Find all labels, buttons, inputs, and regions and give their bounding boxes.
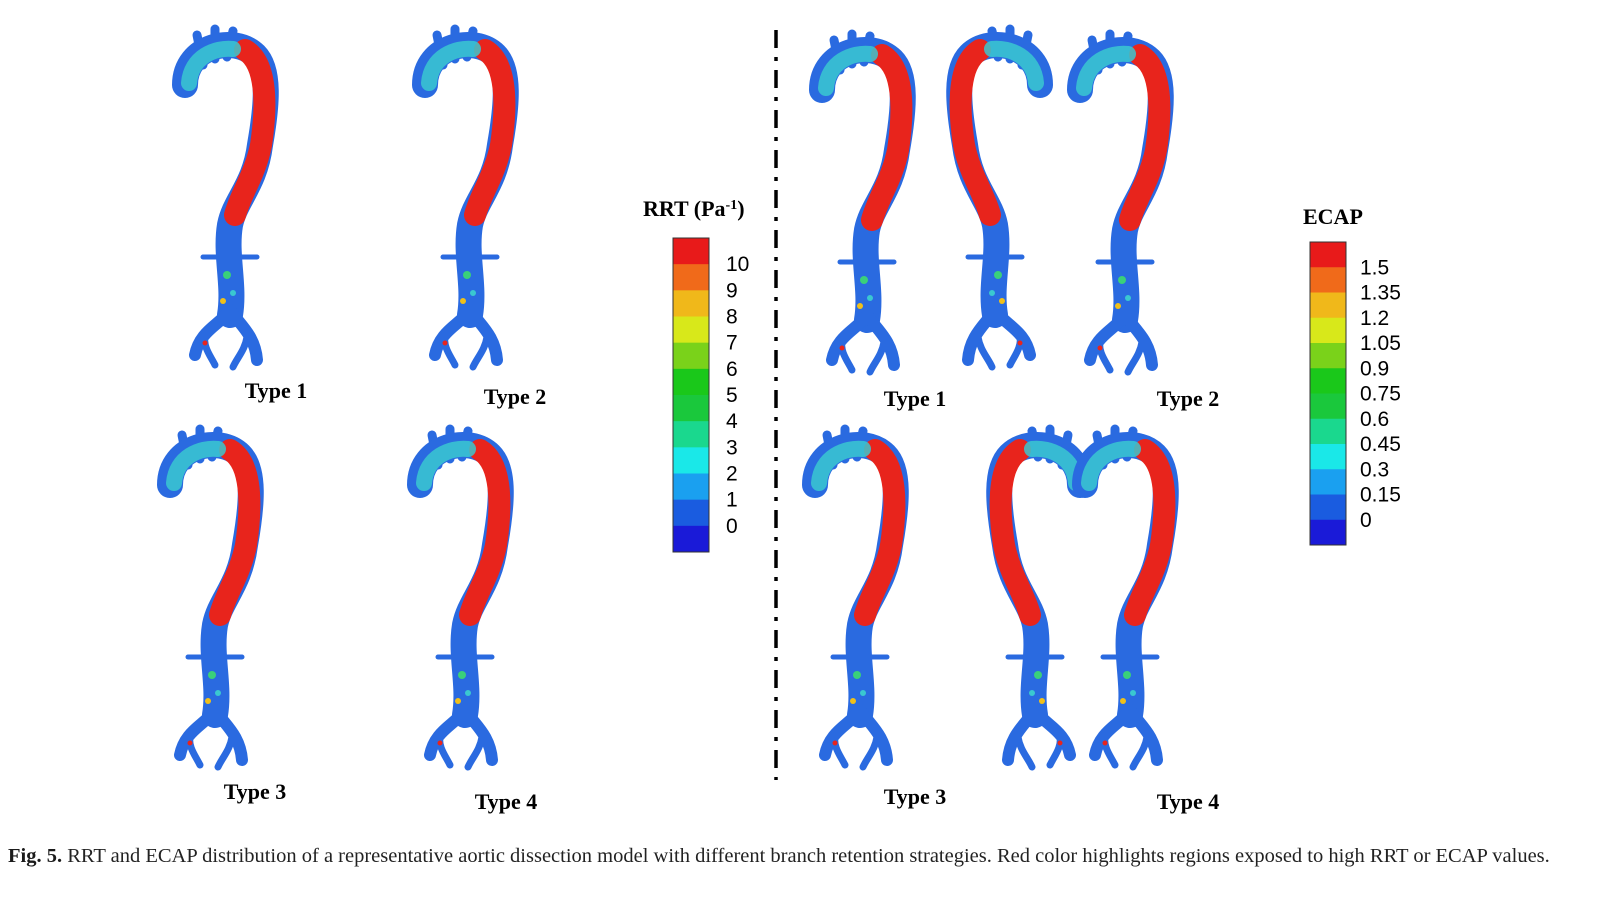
ecap-colorbar-tick-label: 0.6 xyxy=(1360,408,1389,431)
figure-number: Fig. 5. xyxy=(8,845,63,867)
ecap-type3-label: Type 3 xyxy=(884,784,947,809)
ecap-colorbar-swatch xyxy=(1310,368,1346,394)
ecap-colorbar-swatches xyxy=(1309,241,1347,546)
ecap-colorbar-swatch xyxy=(1310,418,1346,445)
rrt-colorbar-swatch xyxy=(673,525,709,553)
ecap-colorbar-border xyxy=(1309,241,1347,546)
ecap-type3-model-a xyxy=(815,429,896,767)
rrt-colorbar-tick-label: 8 xyxy=(726,306,738,329)
rrt-colorbar-swatch xyxy=(673,238,709,265)
ecap-colorbar-tick-label: 0.3 xyxy=(1360,458,1389,481)
rrt-colorbar-tick-label: 6 xyxy=(726,358,738,381)
rrt-colorbar-swatch xyxy=(673,316,709,344)
ecap-type2-model-a xyxy=(1080,34,1161,372)
rrt-panel: Type 1 Type 2 Type 3 Type 4 RRT (Pa-1) 1… xyxy=(170,29,1597,814)
rrt-colorbar-swatch xyxy=(673,290,709,317)
rrt-colorbar-tick-label: 1 xyxy=(726,489,738,512)
rrt-colorbar-swatches xyxy=(672,237,710,553)
rrt-type2-label: Type 2 xyxy=(484,384,547,409)
ecap-colorbar-tick-label: 0.15 xyxy=(1360,484,1401,507)
figure-canvas: Type 1 Type 2 Type 3 Type 4 RRT (Pa-1) 1… xyxy=(0,0,1597,814)
ecap-colorbar-swatch xyxy=(1310,242,1346,268)
rrt-colorbar-tick-label: 5 xyxy=(726,384,738,407)
ecap-colorbar-ticks: 1.5 1.351.21.050.9 0.750.60.450.3 0.150 xyxy=(1360,256,1401,532)
ecap-colorbar-tick-label: 1.5 xyxy=(1360,256,1389,279)
ecap-type1-label: Type 1 xyxy=(884,386,947,411)
rrt-type3-model-a xyxy=(170,429,251,767)
ecap-colorbar-tick-label: 0.9 xyxy=(1360,357,1389,380)
rrt-colorbar-swatch xyxy=(673,473,709,501)
rrt-colorbar-tick-label: 7 xyxy=(726,332,738,355)
figure-caption: Fig. 5. RRT and ECAP distribution of a r… xyxy=(8,842,1588,871)
rrt-colorbar-tick-label: 0 xyxy=(726,515,738,538)
ecap-type4-model-a xyxy=(1085,429,1166,767)
rrt-colorbar-swatch xyxy=(673,368,709,396)
ecap-type2-label: Type 2 xyxy=(1157,386,1220,411)
rrt-colorbar-tick-label: 10 xyxy=(726,253,749,276)
ecap-colorbar-swatch xyxy=(1310,393,1346,420)
rrt-type1-label: Type 1 xyxy=(245,378,308,403)
rrt-type4-label: Type 4 xyxy=(475,789,538,814)
rrt-colorbar-tick-label: 4 xyxy=(726,410,738,433)
caption-text: RRT and ECAP distribution of a represent… xyxy=(62,845,1550,867)
ecap-colorbar-swatch xyxy=(1310,519,1346,546)
rrt-colorbar-tick-label: 9 xyxy=(726,279,738,302)
rrt-type3-label: Type 3 xyxy=(224,779,287,804)
ecap-colorbar-swatch xyxy=(1310,343,1346,369)
ecap-colorbar-tick-label: 0 xyxy=(1360,509,1372,532)
rrt-type1-model-a xyxy=(185,29,266,367)
ecap-colorbar-tick-label: 0.45 xyxy=(1360,433,1401,456)
rrt-colorbar-tick-label: 2 xyxy=(726,463,738,486)
ecap-colorbar-swatch xyxy=(1310,469,1346,495)
rrt-colorbar-title: RRT (Pa-1) xyxy=(643,196,745,221)
ecap-colorbar-swatch xyxy=(1310,267,1346,293)
ecap-colorbar: ECAP 1.5 1.351.21.050.9 0.750.60.450.3 0.15… xyxy=(1303,204,1401,546)
ecap-colorbar-tick-label: 1.2 xyxy=(1360,307,1389,330)
rrt-type4-model-a xyxy=(420,429,501,767)
ecap-colorbar-swatch xyxy=(1310,292,1346,319)
rrt-colorbar-tick-label: 3 xyxy=(726,436,738,459)
ecap-colorbar-tick-label: 0.75 xyxy=(1360,383,1401,406)
ecap-colorbar-swatch xyxy=(1310,444,1346,470)
ecap-panel: Type 1 Type 2 Type 3 Type 4 ECAP 1.5 1.35… xyxy=(815,34,1401,814)
rrt-colorbar-swatch xyxy=(673,342,709,370)
ecap-colorbar-swatch xyxy=(1310,494,1346,521)
ecap-type1-model-a xyxy=(822,34,903,372)
ecap-colorbar-tick-label: 1.35 xyxy=(1360,282,1401,305)
rrt-colorbar-swatch xyxy=(673,264,709,291)
rrt-colorbar-border xyxy=(672,237,710,553)
rrt-type3-model-b xyxy=(999,429,1080,767)
rrt-type2-model-a xyxy=(425,29,506,367)
ecap-colorbar-tick-label: 1.05 xyxy=(1360,332,1401,355)
rrt-colorbar-swatch xyxy=(673,499,709,527)
rrt-colorbar-swatch xyxy=(673,395,709,422)
rrt-type1-model-b xyxy=(959,29,1040,367)
rrt-colorbar-swatch xyxy=(673,447,709,474)
ecap-colorbar-title: ECAP xyxy=(1303,204,1363,229)
rrt-colorbar-swatch xyxy=(673,421,709,448)
ecap-colorbar-swatch xyxy=(1310,317,1346,344)
ecap-type4-label: Type 4 xyxy=(1157,789,1220,814)
